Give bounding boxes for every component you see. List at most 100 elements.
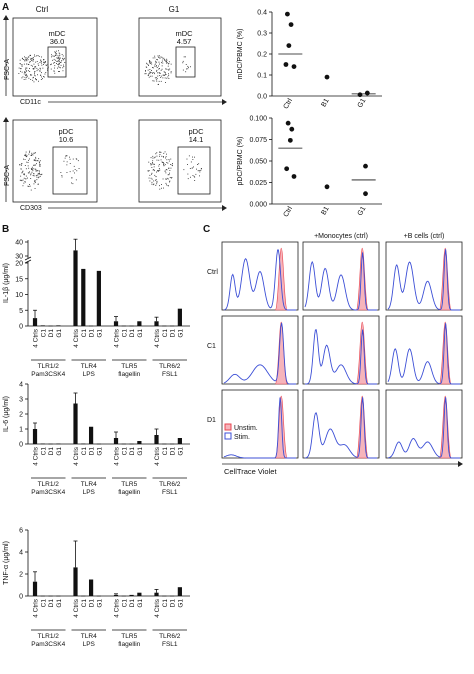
- flow-dot: [54, 62, 56, 63]
- flow-dot: [166, 153, 167, 155]
- flow-dot: [26, 75, 27, 77]
- flow-dot: [32, 168, 34, 170]
- flow-dot: [163, 163, 164, 165]
- flow-dot: [182, 69, 184, 71]
- stim-histogram: [304, 397, 377, 459]
- flow-dot: [32, 170, 34, 172]
- receptor-label: TLR4: [81, 481, 97, 488]
- panel-label-c: C: [203, 224, 210, 235]
- flow-dot: [157, 171, 159, 172]
- flow-dot: [54, 72, 56, 74]
- flow-dot: [54, 51, 56, 53]
- group-label: C1: [162, 599, 169, 608]
- flow-dot: [148, 73, 150, 75]
- stim-histogram: [305, 329, 377, 385]
- group-label: 4 Ctrls: [154, 328, 161, 348]
- flow-dot: [59, 55, 61, 56]
- flow-dot: [155, 179, 156, 181]
- flow-dot: [36, 67, 38, 69]
- flow-dot: [149, 62, 151, 64]
- flow-dot: [59, 63, 60, 65]
- flow-dot: [25, 67, 27, 69]
- flow-dot: [29, 151, 30, 153]
- flow-dot: [62, 55, 64, 57]
- flow-dot: [21, 164, 22, 166]
- flow-dot: [146, 63, 148, 65]
- group-label: G1: [96, 329, 103, 338]
- flow-dots-pdc-g1: [147, 151, 202, 190]
- flow-dot: [165, 72, 166, 74]
- flow-dot: [39, 67, 41, 69]
- flow-dot: [35, 168, 37, 170]
- agonist-label: FSL1: [162, 641, 178, 648]
- flow-dot: [152, 72, 153, 74]
- flow-dot: [158, 56, 160, 58]
- flow-dot: [34, 74, 35, 76]
- flow-dot: [161, 187, 162, 189]
- y-axis-label: TNF-α (µg/ml): [3, 541, 10, 585]
- flow-dot: [34, 180, 36, 182]
- flow-dot: [62, 59, 64, 61]
- flow-dot: [151, 172, 153, 174]
- flow-dot: [32, 168, 34, 170]
- y-tick-label: 6: [19, 528, 23, 535]
- flow-dot: [39, 165, 41, 167]
- gate-mdc-ctrl: [47, 46, 67, 78]
- flow-dot: [160, 69, 162, 71]
- flow-dot: [32, 60, 34, 62]
- flow-dot: [45, 61, 46, 62]
- flow-dot: [55, 50, 57, 52]
- flow-dot: [57, 57, 58, 59]
- flow-dot: [61, 176, 63, 178]
- receptor-label: TLR4: [81, 633, 97, 640]
- flow-dot: [34, 55, 36, 57]
- y-tick-label: 0.000: [249, 202, 267, 209]
- flow-dot: [59, 59, 60, 61]
- flow-dot: [30, 64, 32, 66]
- flow-dot: [164, 71, 166, 73]
- flow-dot: [24, 154, 25, 156]
- flow-dot: [22, 185, 24, 187]
- flow-dot: [35, 66, 37, 68]
- panel-label-b: B: [2, 224, 9, 235]
- flow-dot: [73, 165, 75, 167]
- flow-dot: [161, 60, 163, 62]
- bar: [137, 441, 142, 444]
- flow-dot: [37, 55, 39, 56]
- mdc-ctrl-value: 36.0: [50, 37, 65, 46]
- flow-dot: [162, 162, 164, 163]
- flow-dot: [158, 168, 160, 169]
- flow-dot: [75, 158, 77, 160]
- flow-dot: [31, 166, 33, 168]
- flow-dot: [34, 181, 36, 183]
- bar: [56, 443, 61, 445]
- flow-dot: [149, 73, 151, 75]
- bar: [40, 595, 45, 597]
- bar: [169, 443, 175, 445]
- flow-dot: [25, 153, 27, 155]
- histogram-grid: +Monocytes (ctrl) +B cells (ctrl) Ctrl C1 D1…: [207, 233, 463, 476]
- flow-dot: [69, 156, 70, 158]
- y-tick-label: 40: [15, 240, 23, 247]
- flow-dot: [159, 188, 161, 190]
- flow-dot: [160, 75, 162, 77]
- flow-dot: [156, 171, 157, 173]
- flow-dot: [38, 171, 40, 173]
- flow-dot: [30, 74, 31, 76]
- flow-dot: [71, 182, 72, 184]
- flow-dot: [63, 64, 64, 66]
- flow-dot: [37, 177, 39, 179]
- flow-dot: [56, 53, 58, 55]
- flow-dot: [35, 156, 37, 158]
- flow-dot: [34, 66, 36, 68]
- flow-dot: [40, 59, 42, 61]
- x-tick-label: B1: [320, 97, 330, 108]
- flow-dot: [43, 62, 45, 64]
- flow-dot: [39, 164, 41, 166]
- flow-dot: [23, 79, 25, 80]
- flow-dot: [53, 70, 55, 72]
- flow-plots: Ctrl G1 FSC-A CD11c mDC 36.0 mDC 4.57 FS…: [3, 5, 227, 212]
- flow-dot: [39, 160, 41, 162]
- flow-dot: [27, 59, 29, 61]
- agonist-label: flagellin: [118, 641, 140, 648]
